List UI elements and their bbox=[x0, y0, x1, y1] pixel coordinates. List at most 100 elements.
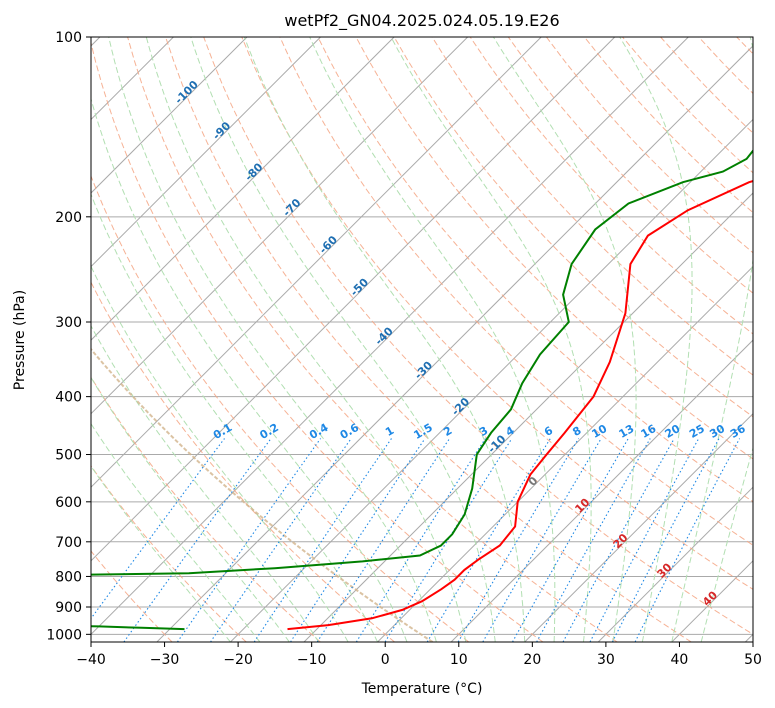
mixing-ratio-label: 25 bbox=[687, 422, 707, 441]
dry-adiabat-line bbox=[317, 37, 753, 503]
x-tick-label: 40 bbox=[671, 652, 689, 668]
moist-adiabat-line bbox=[91, 376, 290, 642]
dry-adiabat-line bbox=[622, 37, 753, 174]
isotherm-line bbox=[377, 265, 753, 642]
dry-adiabat-line bbox=[431, 37, 753, 376]
moist-adiabat-line bbox=[190, 37, 496, 642]
moist-adiabat-line bbox=[91, 422, 261, 642]
mixing-ratio-label: 8 bbox=[570, 424, 583, 439]
x-tick-label: 30 bbox=[597, 652, 615, 668]
dry-adiabat-line bbox=[736, 37, 753, 55]
isotherm-line bbox=[230, 118, 753, 642]
x-tick-label: −20 bbox=[223, 652, 253, 668]
dry-adiabat-line bbox=[91, 550, 173, 642]
moist-adiabat-line bbox=[108, 37, 437, 642]
x-tick-label: −40 bbox=[76, 652, 106, 668]
dry-adiabat-line bbox=[279, 37, 753, 546]
isotherm-line bbox=[91, 37, 248, 194]
dry-adiabat-line bbox=[91, 376, 321, 642]
dry-adiabat-line bbox=[203, 37, 753, 635]
dry-adiabat-label: 40 bbox=[700, 588, 720, 608]
x-axis-label: Temperature (°C) bbox=[361, 681, 483, 697]
dry-adiabat-line bbox=[546, 37, 753, 254]
isotherm-label: -70 bbox=[280, 196, 303, 219]
y-axis-label: Pressure (hPa) bbox=[12, 290, 28, 390]
dry-adiabat-line bbox=[698, 37, 753, 95]
moist-adiabat-line bbox=[619, 37, 693, 642]
dewpoint-line bbox=[91, 149, 753, 631]
y-tick-label: 200 bbox=[55, 210, 82, 226]
moist-adiabat-line bbox=[91, 265, 349, 642]
dry-adiabat-line bbox=[393, 37, 753, 418]
dry-adiabat-line bbox=[91, 465, 247, 642]
y-tick-label: 800 bbox=[55, 569, 82, 585]
mixing-ratio-line bbox=[634, 438, 741, 642]
moist-adiabat-line bbox=[145, 37, 467, 642]
dry-adiabat-line bbox=[91, 174, 470, 642]
isotherm-line bbox=[744, 633, 753, 642]
moist-adiabat-line bbox=[492, 37, 637, 642]
isotherm-line bbox=[156, 45, 753, 642]
mixing-ratio-line bbox=[457, 438, 580, 642]
x-tick-label: 0 bbox=[381, 652, 390, 668]
isotherm-label: -80 bbox=[242, 160, 265, 183]
moist-adiabat-line bbox=[671, 37, 753, 642]
dry-adiabat-line bbox=[241, 37, 753, 590]
mixing-ratio-line bbox=[290, 438, 426, 642]
plot-frame bbox=[90, 36, 754, 643]
mixing-ratio-line bbox=[176, 438, 322, 642]
isotherm-line bbox=[91, 37, 542, 488]
isotherm-line bbox=[524, 412, 753, 642]
mixing-ratio-line bbox=[123, 438, 272, 642]
moist-adiabat-line bbox=[91, 465, 231, 642]
moist-adiabat-line bbox=[91, 324, 320, 642]
isotherm-line bbox=[91, 37, 395, 341]
axis-ticks: −40 −30 −20 −10 0 10 20 30 40 50 100 200 300 400 500 60… bbox=[46, 30, 762, 668]
mixing-ratio-label: 0.1 bbox=[211, 421, 234, 442]
line-labels: 0.1 0.2 0.4 0.6 1 1.5 2 3 4 6 8 10 13 16 20 25 30 36-100-… bbox=[172, 78, 748, 609]
isotherm-label: -20 bbox=[449, 395, 472, 418]
isotherm-line bbox=[91, 37, 321, 268]
isotherm-line bbox=[671, 560, 753, 642]
mixing-ratio-line bbox=[562, 438, 675, 642]
mixing-ratio-label: 10 bbox=[590, 422, 610, 441]
mixing-ratio-label: 2 bbox=[441, 424, 454, 439]
isotherm-label: -100 bbox=[172, 78, 201, 107]
dry-adiabat-line bbox=[355, 37, 753, 460]
dry-adiabat-label: 30 bbox=[655, 560, 675, 580]
mixing-ratio-label: 30 bbox=[707, 422, 727, 441]
mixing-ratio-label: 0.4 bbox=[307, 421, 331, 442]
x-tick-label: 10 bbox=[450, 652, 468, 668]
moist-adiabat-line bbox=[243, 37, 526, 642]
moist-adiabat-line bbox=[91, 192, 379, 642]
chart-title: wetPf2_GN04.2025.024.05.19.E26 bbox=[284, 11, 559, 31]
y-tick-label: 1000 bbox=[46, 627, 82, 643]
isotherm-line bbox=[91, 37, 616, 562]
mixing-ratio-label: 20 bbox=[663, 422, 683, 441]
dry-adiabat-line bbox=[127, 37, 618, 642]
isotherm-label: -90 bbox=[210, 119, 233, 142]
moist-adiabat-line bbox=[91, 97, 408, 642]
dry-adiabat-line bbox=[91, 281, 395, 642]
temperature-line bbox=[287, 180, 753, 631]
dry-adiabat-label: 10 bbox=[572, 495, 592, 515]
mixing-ratio-label: 1 bbox=[383, 424, 396, 439]
isotherm-label: -30 bbox=[412, 359, 435, 382]
x-tick-label: 20 bbox=[523, 652, 541, 668]
mixing-ratio-line bbox=[384, 438, 513, 642]
mixing-ratio-line bbox=[253, 438, 392, 642]
mixing-ratio-line bbox=[611, 438, 720, 642]
mixing-ratio-line bbox=[355, 438, 486, 642]
y-tick-label: 700 bbox=[55, 535, 82, 551]
isotherm-line bbox=[597, 486, 753, 642]
isotherm-line bbox=[303, 192, 753, 642]
mixing-ratio-label: 0.6 bbox=[338, 421, 362, 442]
x-tick-label: −30 bbox=[150, 652, 180, 668]
isotherm-line bbox=[450, 339, 753, 642]
dry-adiabat-line bbox=[165, 37, 692, 642]
isotherm-label: -60 bbox=[317, 233, 340, 256]
moist-adiabat-line bbox=[700, 446, 753, 642]
background-lines bbox=[91, 37, 753, 642]
y-tick-label: 500 bbox=[55, 448, 82, 464]
